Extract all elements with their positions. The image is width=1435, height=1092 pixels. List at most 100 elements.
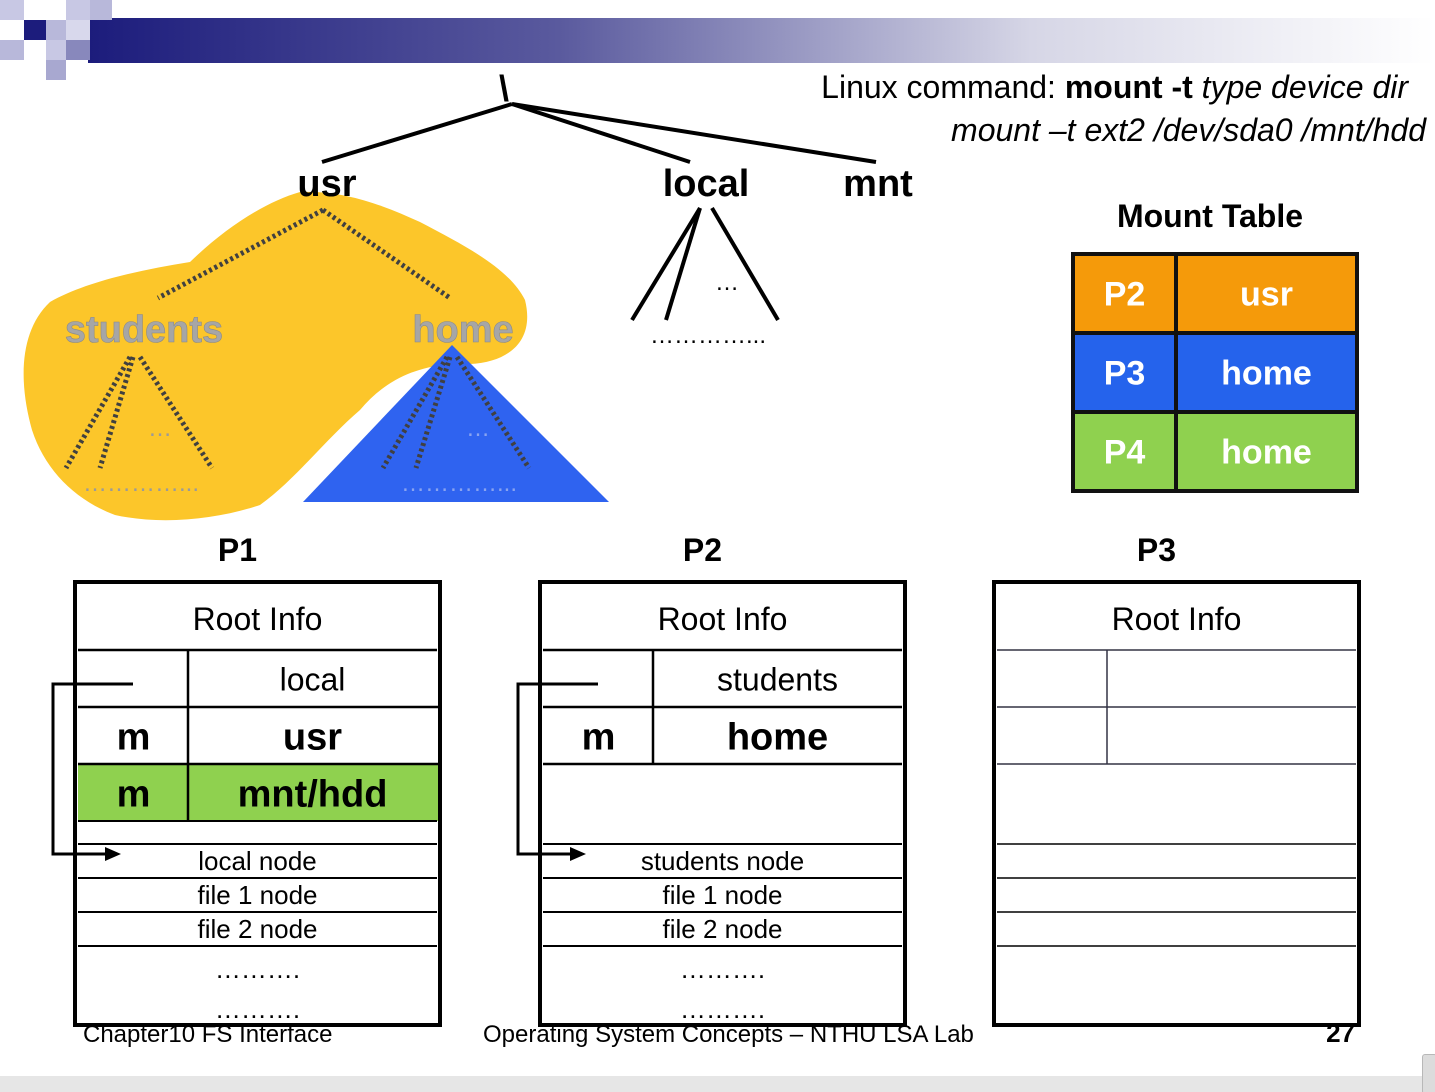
partition-box [538,580,907,1027]
tree-edges-dotted [63,207,532,470]
command-example: mount –t ext2 /dev/sda0 /mnt/hdd [951,112,1427,148]
header-square [66,40,90,60]
mount-table-dir: usr [1240,276,1293,314]
edge-home-child [413,356,453,469]
tree-node-students: students [65,309,223,351]
students-ellipsis-long: …………... [83,470,199,497]
inode-label: file 2 node [198,914,318,944]
header-square [46,20,66,40]
header-square [66,0,90,20]
edge-usr-students [156,207,325,301]
footer-course: Operating System Concepts – NTHU LSA Lab [483,1021,974,1048]
mount-table-pid: P3 [1104,355,1146,393]
footer-page-number: 27 [1326,1018,1355,1048]
footer-chapter: Chapter10 FS Interface [83,1021,332,1048]
partition-box [73,580,442,1027]
edge-root-usr [321,102,513,164]
entry-pointer-arrow [51,682,133,856]
entry-name: students [717,662,838,698]
edge-local-child [664,207,702,321]
header-square [66,20,90,40]
command-prefix: Linux command: [821,69,1065,105]
home-ellipsis-short: … [466,415,490,442]
tree-node-local: local [663,163,750,205]
mount-table-dir: home [1221,434,1312,472]
command-args: type device dir [1193,69,1410,105]
entry-name: local [280,662,346,698]
slide-footer: Chapter10 FS Interface Operating System … [83,1018,1355,1048]
mount-table-dir: home [1221,355,1312,393]
usr-subtree-highlight [23,191,528,521]
command-syntax: Linux command: mount -t type device dir [821,69,1409,105]
inode-ellipsis: ………. [215,994,300,1024]
tree-ellipses: … …………... … …………... … …………... [83,269,766,497]
edge-home-child [454,355,532,470]
entry-mount-flag: m [117,717,151,759]
partition-label: P3 [1137,532,1176,568]
students-ellipsis-short: … [148,415,172,442]
header-square [46,60,66,80]
entry-pointer-arrow [516,682,598,856]
command-name: mount -t [1065,69,1193,105]
mounted-entry-highlight [78,764,439,821]
tree-edges [321,102,877,322]
inode-label: file 1 node [663,880,783,910]
mount-table-row [1071,331,1359,414]
mount-table-row [1071,410,1359,493]
scrollbar-handle[interactable] [1422,1054,1435,1092]
header-square [46,40,66,60]
inode-label: file 2 node [663,914,783,944]
entry-name: usr [283,717,342,759]
bottom-edge [0,1076,1435,1092]
entry-name: home [727,717,828,759]
arrow-head [105,847,121,861]
inode-label: students node [641,846,804,876]
home-ellipsis-long: …………... [401,470,517,497]
partition-box [992,580,1361,1027]
tree-node-usr: usr [297,163,356,205]
mount-table-title: Mount Table [1117,198,1303,234]
edge-root-mnt [511,102,877,164]
inode-ellipsis: ………. [215,954,300,984]
mount-table-pid: P2 [1104,276,1146,314]
tree-node-home: home [412,309,513,351]
local-ellipsis-long: …………... [650,322,766,349]
inode-ellipsis: ………. [680,994,765,1024]
root-info-label: Root Info [1112,601,1242,637]
edge-local-child [630,206,702,322]
tree-root-label: \ [499,68,509,109]
partition-p3: P3 Root Info [992,532,1361,1027]
partition-label: P1 [218,532,257,568]
header-square [0,0,24,20]
home-subtree-mounted [303,345,609,502]
header-gradient-bar [88,18,1435,63]
mount-table-row [1071,252,1359,335]
mount-table-rows: P2 usr P3 home P4 home [1071,252,1359,493]
header-square [0,40,24,60]
tree-node-mnt: mnt [843,163,913,205]
edge-students-child [97,356,136,469]
edge-root-local [511,102,691,164]
header-square [24,20,46,40]
partition-p1: P1 Root Info local m usr m mnt/hdd local node fi… [51,532,442,1027]
tree-labels: \ usr local mnt students home [65,68,914,351]
inode-label: local node [198,846,317,876]
slide-header-decoration [0,0,1435,80]
inode-ellipsis: ………. [680,954,765,984]
partition-p2: P2 Root Info students m home students node fil… [516,532,907,1027]
edge-students-child [137,355,215,470]
edge-usr-home [321,207,452,301]
root-info-label: Root Info [193,601,323,637]
entry-mount-flag: m [117,774,151,816]
local-ellipsis-short: … [715,269,739,296]
mount-table: Mount Table P2 usr P3 home P4 home [1071,198,1359,493]
partition-label: P2 [683,532,722,568]
inode-label: file 1 node [198,880,318,910]
entry-name: mnt/hdd [238,774,388,816]
header-square [90,0,112,20]
edge-local-child [710,206,780,322]
entry-mount-flag: m [582,717,616,759]
mount-table-pid: P4 [1104,434,1146,472]
